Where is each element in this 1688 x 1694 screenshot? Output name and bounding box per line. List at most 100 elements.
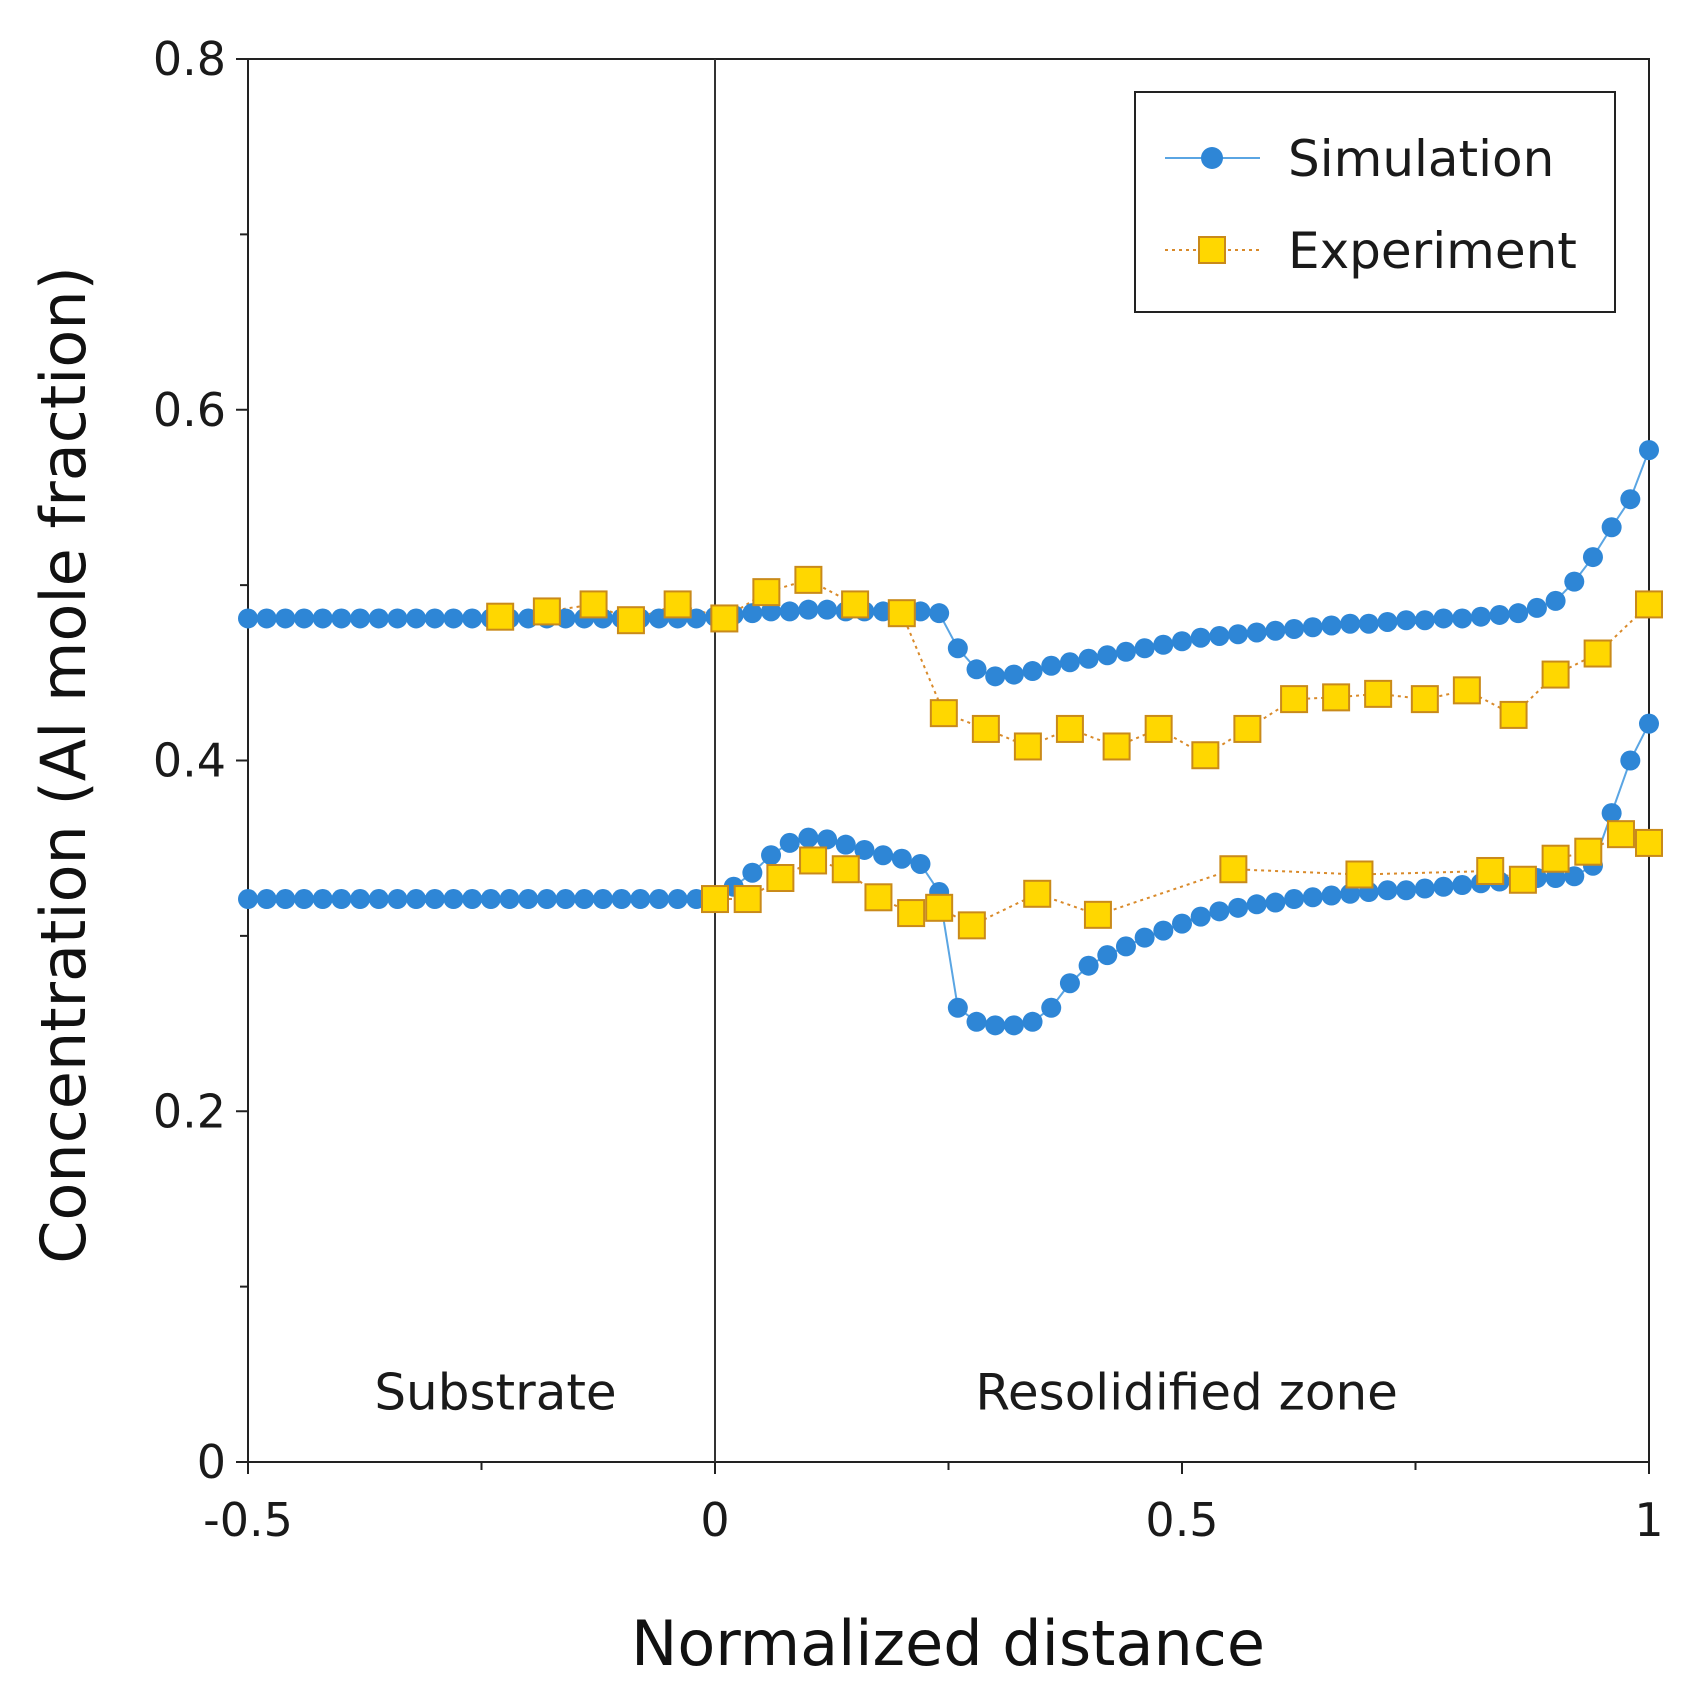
simulation-point <box>592 889 613 910</box>
simulation-point <box>555 889 576 910</box>
simulation-point <box>630 889 651 910</box>
simulation-point <box>779 601 800 622</box>
simulation-point <box>1003 1015 1024 1036</box>
simulation-point <box>1134 927 1155 948</box>
simulation-point <box>817 599 838 620</box>
experiment-point <box>1583 639 1612 668</box>
simulation-point <box>331 608 352 629</box>
legend-experiment-marker <box>1198 236 1226 264</box>
legend-simulation-label: Simulation <box>1288 130 1554 188</box>
experiment-point <box>1606 820 1635 849</box>
simulation-point <box>406 889 427 910</box>
simulation-point <box>1153 634 1174 655</box>
simulation-point <box>761 845 782 866</box>
simulation-point <box>294 889 315 910</box>
simulation-point <box>331 889 352 910</box>
experiment-point <box>1345 860 1374 889</box>
simulation-point <box>611 889 632 910</box>
simulation-point <box>1601 517 1622 538</box>
experiment-point <box>1280 685 1309 714</box>
simulation-point <box>1097 645 1118 666</box>
experiment-point <box>1635 828 1663 857</box>
simulation-point <box>1190 906 1211 927</box>
simulation-point <box>1582 547 1603 568</box>
experiment-point <box>831 855 860 884</box>
simulation-point <box>947 997 968 1018</box>
x-tick-label: 0.5 <box>1145 1493 1218 1547</box>
experiment-point <box>841 590 870 619</box>
simulation-point <box>518 889 539 910</box>
simulation-point <box>1302 617 1323 638</box>
simulation-point <box>947 638 968 659</box>
simulation-point <box>667 889 688 910</box>
experiment-point <box>701 885 729 914</box>
legend-simulation-marker <box>1201 147 1223 169</box>
simulation-point <box>350 889 371 910</box>
experiment-point <box>1476 856 1505 885</box>
simulation-point <box>1489 604 1510 625</box>
y-tick-label: 0.8 <box>153 32 226 86</box>
experiment-point <box>799 846 828 875</box>
simulation-point <box>1134 638 1155 659</box>
simulation-point <box>574 889 595 910</box>
experiment-point <box>1013 732 1042 761</box>
simulation-point <box>1284 618 1305 639</box>
simulation-point <box>536 889 557 910</box>
y-axis-title: Concentration (Al mole fraction) <box>27 266 100 1264</box>
simulation-point <box>1190 627 1211 648</box>
experiment-point <box>1219 855 1248 884</box>
x-tick-label: 1 <box>1634 1493 1663 1547</box>
experiment-point <box>1364 679 1393 708</box>
simulation-point <box>256 889 277 910</box>
simulation-point <box>1059 652 1080 673</box>
experiment-point <box>1083 900 1112 929</box>
simulation-point <box>1433 876 1454 897</box>
experiment-point <box>766 864 795 893</box>
simulation-point <box>499 889 520 910</box>
experiment-point <box>897 899 926 928</box>
experiment-point <box>1635 590 1663 619</box>
y-tick-label: 0.4 <box>153 734 226 788</box>
simulation-point <box>1022 1011 1043 1032</box>
simulation-point <box>424 889 445 910</box>
simulation-point <box>966 1011 987 1032</box>
simulation-point <box>462 889 483 910</box>
simulation-point <box>275 608 296 629</box>
experiment-point <box>1055 714 1084 743</box>
simulation-point <box>1433 608 1454 629</box>
simulation-point <box>648 889 669 910</box>
experiment-point <box>864 883 893 912</box>
experiment-point <box>794 565 823 594</box>
simulation-point <box>1246 622 1267 643</box>
simulation-point <box>1059 973 1080 994</box>
experiment-point <box>1574 837 1603 866</box>
simulation-point <box>761 601 782 622</box>
simulation-point <box>910 853 931 874</box>
simulation-point <box>873 845 894 866</box>
simulation-point <box>985 666 1006 687</box>
simulation-point <box>1414 878 1435 899</box>
experiment-point <box>1233 714 1262 743</box>
simulation-point <box>443 608 464 629</box>
simulation-point <box>1321 615 1342 636</box>
x-axis-title: Normalized distance <box>631 1607 1265 1680</box>
simulation-point <box>1265 620 1286 641</box>
experiment-point <box>1191 741 1220 770</box>
simulation-point <box>798 599 819 620</box>
simulation-point <box>1639 440 1659 461</box>
simulation-point <box>1564 571 1585 592</box>
simulation-point <box>854 839 875 860</box>
simulation-point <box>966 659 987 680</box>
experiment-point <box>1541 844 1570 873</box>
experiment-point <box>663 590 692 619</box>
simulation-point <box>798 827 819 848</box>
series-lines <box>248 449 1650 1027</box>
experiment-point <box>1499 700 1528 729</box>
simulation-point <box>1508 603 1529 624</box>
y-tick-label: 0.6 <box>153 383 226 437</box>
simulation-point <box>424 608 445 629</box>
experiment-point <box>929 699 958 728</box>
simulation-point <box>387 608 408 629</box>
simulation-point <box>1097 945 1118 966</box>
